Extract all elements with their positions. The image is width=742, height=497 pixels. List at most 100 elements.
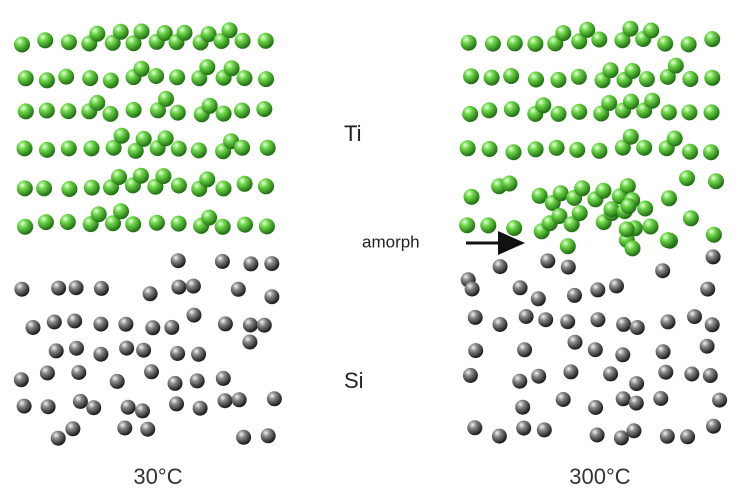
si-atom bbox=[616, 317, 631, 332]
ti-atom bbox=[660, 232, 676, 248]
ti-atom bbox=[237, 217, 253, 233]
si-atom bbox=[516, 421, 531, 436]
ti-atom bbox=[460, 140, 476, 156]
ti-atom bbox=[17, 140, 33, 156]
ti-atom bbox=[639, 71, 655, 87]
ti-atom bbox=[61, 34, 77, 50]
ti-atom bbox=[603, 62, 619, 78]
si-atom bbox=[468, 343, 483, 358]
si-atom bbox=[703, 368, 718, 383]
si-atom bbox=[590, 282, 605, 297]
ti-atom bbox=[484, 70, 500, 86]
si-atom bbox=[93, 347, 108, 362]
ti-atom bbox=[464, 189, 480, 205]
si-atom bbox=[513, 280, 528, 295]
si-atom bbox=[588, 400, 603, 415]
ti-atom bbox=[199, 59, 215, 75]
si-atom bbox=[700, 282, 715, 297]
si-atom bbox=[561, 260, 576, 275]
si-atom bbox=[590, 428, 605, 443]
ti-atom bbox=[60, 214, 76, 230]
si-atom bbox=[519, 309, 534, 324]
ti-atom bbox=[549, 140, 565, 156]
ti-atom bbox=[623, 129, 639, 145]
ti-atom bbox=[571, 104, 587, 120]
si-atom bbox=[264, 256, 279, 271]
ti-atom bbox=[39, 72, 55, 88]
si-atom bbox=[136, 343, 151, 358]
ti-atom bbox=[134, 61, 150, 77]
si-atom bbox=[168, 376, 183, 391]
ti-atom bbox=[679, 170, 695, 186]
ti-atom bbox=[668, 58, 684, 74]
si-atom bbox=[700, 339, 715, 354]
ti-atom bbox=[60, 103, 76, 119]
ti-atom bbox=[706, 227, 722, 243]
ti-atom bbox=[667, 131, 683, 147]
ti-atom bbox=[555, 25, 571, 41]
ti-atom bbox=[224, 60, 240, 76]
si-atom bbox=[144, 364, 159, 379]
ti-atom bbox=[572, 205, 588, 221]
si-atom bbox=[51, 431, 66, 446]
si-atom bbox=[215, 254, 230, 269]
si-atom bbox=[145, 320, 160, 335]
si-atom bbox=[531, 291, 546, 306]
ti-atom bbox=[237, 70, 253, 86]
si-atom bbox=[540, 253, 555, 268]
ti-atom bbox=[111, 169, 127, 185]
ti-atom bbox=[256, 101, 272, 117]
si-atom bbox=[171, 253, 186, 268]
ti-atom bbox=[643, 219, 659, 235]
ti-atom bbox=[601, 95, 617, 111]
ti-atom bbox=[149, 215, 165, 231]
si-atom bbox=[169, 396, 184, 411]
si-atom bbox=[236, 430, 251, 445]
si-atom bbox=[515, 400, 530, 415]
si-atom bbox=[187, 308, 202, 323]
si-atom bbox=[164, 320, 179, 335]
si-atom bbox=[706, 249, 721, 264]
si-atom bbox=[603, 366, 618, 381]
si-atom bbox=[218, 393, 233, 408]
si-atom bbox=[41, 399, 56, 414]
ti-atom bbox=[260, 140, 276, 156]
si-atom bbox=[531, 369, 546, 384]
ti-atom bbox=[704, 104, 720, 120]
si-atom bbox=[231, 282, 246, 297]
si-atom bbox=[538, 312, 553, 327]
ti-atom bbox=[170, 105, 186, 121]
figure: Ti Si amorph 30°C 300°C bbox=[0, 0, 742, 497]
ti-atom bbox=[636, 140, 652, 156]
ti-atom bbox=[89, 95, 105, 111]
ti-atom bbox=[528, 141, 544, 157]
si-atom bbox=[630, 320, 645, 335]
ti-atom bbox=[82, 70, 98, 86]
ti-atom bbox=[171, 178, 187, 194]
ti-atom bbox=[682, 71, 698, 87]
ti-atom bbox=[507, 35, 523, 51]
si-atom bbox=[656, 344, 671, 359]
ti-atom bbox=[620, 178, 636, 194]
si-atom bbox=[616, 391, 631, 406]
si-atom bbox=[463, 368, 478, 383]
si-atom bbox=[218, 316, 233, 331]
ti-atom bbox=[258, 178, 274, 194]
ti-atom bbox=[61, 181, 77, 197]
ti-atom bbox=[91, 206, 107, 222]
ti-atom bbox=[216, 106, 232, 122]
ti-atom bbox=[18, 70, 34, 86]
ti-atom bbox=[155, 168, 171, 184]
ti-atom bbox=[237, 176, 253, 192]
ti-atom bbox=[258, 33, 274, 49]
ti-atom bbox=[560, 238, 576, 254]
si-atom bbox=[14, 282, 29, 297]
si-atom bbox=[14, 372, 29, 387]
ti-atom bbox=[102, 106, 118, 122]
ti-atom bbox=[482, 141, 498, 157]
ti-atom bbox=[113, 24, 129, 40]
si-atom bbox=[468, 310, 483, 325]
si-atom bbox=[493, 317, 508, 332]
ti-atom bbox=[550, 72, 566, 88]
ti-atom bbox=[134, 24, 150, 40]
